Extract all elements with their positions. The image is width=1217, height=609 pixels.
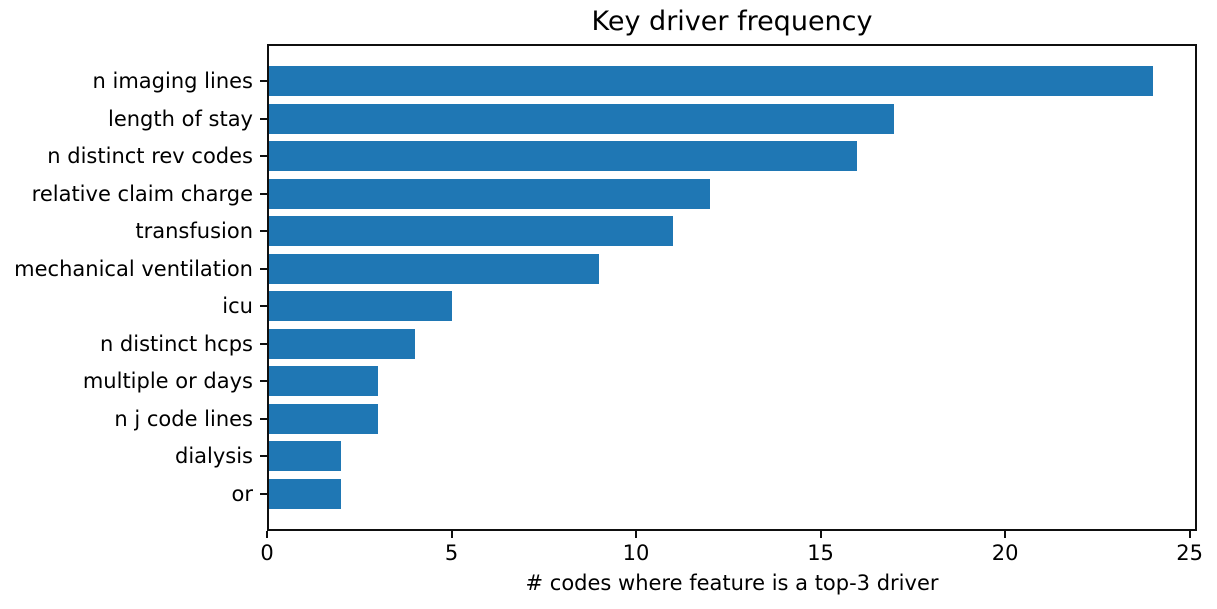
bar: [267, 403, 378, 434]
y-tick-label: n distinct hcps: [99, 331, 253, 356]
bar: [267, 216, 673, 247]
y-tick-label: n imaging lines: [92, 69, 253, 94]
x-tick-label: 20: [991, 541, 1019, 565]
x-tick-label: 0: [260, 541, 274, 565]
y-tick-label: mechanical ventilation: [14, 256, 253, 281]
bar: [267, 253, 600, 284]
x-tick-mark: [450, 531, 453, 538]
y-tick-mark: [260, 455, 267, 458]
x-axis-label: # codes where feature is a top-3 driver: [525, 571, 939, 595]
x-tick-label: 25: [1176, 541, 1203, 565]
y-tick-mark: [260, 267, 267, 270]
y-tick-label: dialysis: [174, 444, 253, 469]
y-tick-label: relative claim charge: [31, 181, 253, 206]
y-tick-label: or: [231, 481, 253, 506]
bar: [267, 141, 858, 172]
bar: [267, 328, 415, 359]
y-tick-label: n j code lines: [114, 406, 253, 431]
y-tick-mark: [260, 342, 267, 345]
x-tick-mark: [266, 531, 268, 538]
bar: [267, 441, 341, 472]
y-tick-mark: [260, 192, 267, 195]
y-tick-mark: [260, 117, 267, 120]
y-tick-label: length of stay: [107, 106, 253, 131]
y-tick-mark: [260, 417, 267, 420]
y-tick-label: n distinct rev codes: [47, 144, 253, 169]
bar: [267, 291, 452, 322]
y-tick-mark: [260, 492, 267, 495]
y-tick-mark: [260, 80, 267, 83]
y-tick-mark: [260, 305, 267, 308]
x-tick-mark: [1188, 531, 1191, 538]
x-tick-mark: [1004, 531, 1007, 538]
y-tick-mark: [260, 380, 267, 383]
x-tick-mark: [635, 531, 638, 538]
x-tick-label: 10: [622, 541, 650, 565]
bar: [267, 478, 341, 509]
chart-title: Key driver frequency: [591, 6, 873, 37]
bar: [267, 103, 895, 134]
y-tick-label: icu: [222, 294, 253, 319]
x-tick-mark: [819, 531, 822, 538]
y-tick-label: transfusion: [135, 219, 253, 244]
bar: [267, 66, 1153, 97]
y-tick-mark: [260, 155, 267, 158]
x-tick-label: 15: [807, 541, 834, 565]
bar: [267, 366, 378, 397]
y-tick-label: multiple or days: [82, 369, 253, 394]
x-tick-label: 5: [444, 541, 459, 565]
plot-area: [267, 44, 1197, 531]
y-tick-mark: [260, 230, 267, 233]
bar: [267, 178, 710, 209]
